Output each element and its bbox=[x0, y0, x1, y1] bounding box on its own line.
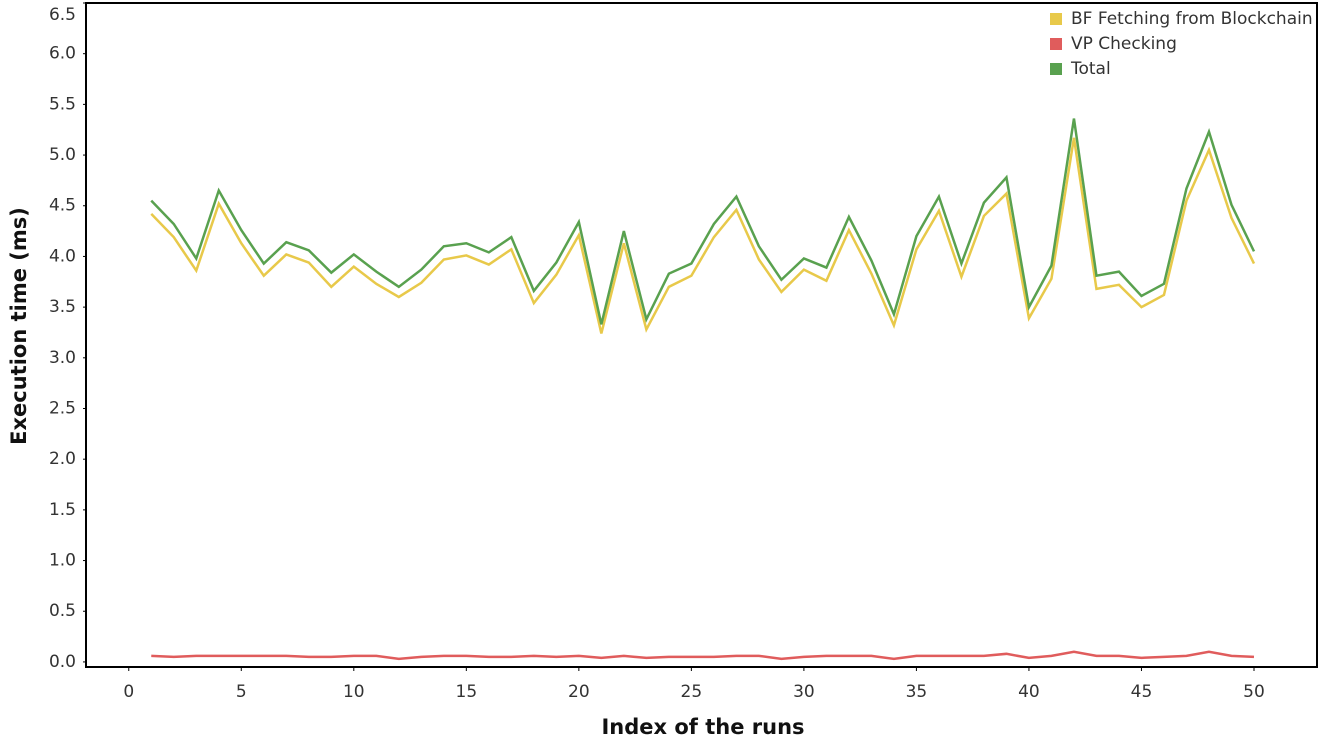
y-tick-label: 3.5 bbox=[49, 297, 76, 317]
series-line bbox=[151, 650, 1255, 661]
y-tick-label: 5.5 bbox=[49, 94, 76, 114]
y-tick-label: 6.5 bbox=[49, 5, 76, 25]
y-tick-label: 2.5 bbox=[49, 398, 76, 418]
y-tick-label: 0.0 bbox=[49, 652, 76, 672]
series-line bbox=[150, 137, 1256, 334]
x-tick-label: 20 bbox=[568, 682, 590, 702]
y-tick-label: 4.5 bbox=[49, 196, 76, 216]
legend-label: VP Checking bbox=[1071, 34, 1177, 54]
legend-swatch bbox=[1050, 63, 1062, 75]
x-tick-label: 25 bbox=[681, 682, 703, 702]
x-tick-label: 45 bbox=[1131, 682, 1153, 702]
y-tick-label: 4.0 bbox=[49, 246, 76, 266]
y-tick-label: 2.0 bbox=[49, 449, 76, 469]
legend-swatch bbox=[1050, 13, 1062, 25]
legend-label: BF Fetching from Blockchain bbox=[1071, 9, 1313, 29]
y-tick-label: 1.0 bbox=[49, 551, 76, 571]
x-tick-label: 50 bbox=[1243, 682, 1265, 702]
x-tick-label: 5 bbox=[236, 682, 247, 702]
y-axis-title: Execution time (ms) bbox=[7, 207, 31, 445]
x-tick-label: 15 bbox=[456, 682, 478, 702]
plot-frame bbox=[85, 2, 1318, 668]
x-tick-label: 10 bbox=[343, 682, 365, 702]
x-axis-title: Index of the runs bbox=[601, 715, 804, 739]
x-tick-label: 35 bbox=[906, 682, 928, 702]
x-tick-label: 30 bbox=[793, 682, 815, 702]
y-tick-label: 5.0 bbox=[49, 145, 76, 165]
legend-swatch bbox=[1050, 38, 1062, 50]
x-tick-label: 0 bbox=[123, 682, 134, 702]
y-tick-label: 3.0 bbox=[49, 348, 76, 368]
y-tick-label: 1.5 bbox=[49, 500, 76, 520]
y-tick-label: 0.5 bbox=[49, 601, 76, 621]
legend-label: Total bbox=[1070, 59, 1111, 79]
y-tick-label: 6.0 bbox=[49, 44, 76, 64]
series-line bbox=[150, 118, 1256, 325]
x-tick-label: 40 bbox=[1018, 682, 1040, 702]
